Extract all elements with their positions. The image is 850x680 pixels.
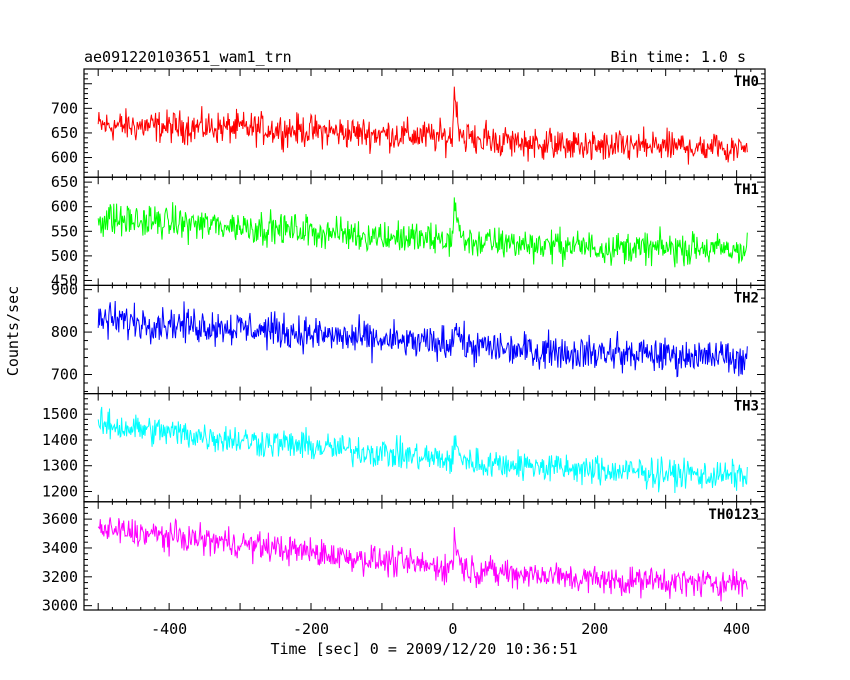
x-axis-label: Time [sec] 0 = 2009/12/20 10:36:51 xyxy=(270,640,577,658)
panel-label-th3: TH3 xyxy=(734,399,759,415)
series-line-th0123 xyxy=(97,517,748,602)
panel-th0123: 3000 3200 3400 3600 TH0123 xyxy=(42,501,766,615)
chart-title: ae091220103651_wam1_trn xyxy=(84,48,292,66)
y-tick-label: 3200 xyxy=(42,568,78,586)
y-tick-label: 3000 xyxy=(42,597,78,615)
series-line-th3 xyxy=(97,406,748,494)
panel-th0: 600 650 700 TH0 xyxy=(51,68,766,178)
panels-group: 600 650 700 TH0 450 500 550 600 650 TH1 700 800 900 T… xyxy=(42,68,766,638)
y-tick-label: 1400 xyxy=(42,431,78,449)
y-tick-label: 450 xyxy=(51,271,78,289)
panel-th2: 700 800 900 TH2 xyxy=(51,281,766,395)
panel-label-th2: TH2 xyxy=(734,290,759,306)
y-tick-label: 550 xyxy=(51,222,78,240)
x-tick-label: 400 xyxy=(723,620,750,638)
series-line-th1 xyxy=(97,197,748,268)
y-tick-label: 500 xyxy=(51,247,78,265)
series-line-th2 xyxy=(97,300,748,378)
panel-frame xyxy=(83,176,766,286)
panel-th3: 1200 1300 1400 1500 TH3 xyxy=(42,393,766,503)
y-tick-label: 800 xyxy=(51,323,78,341)
series-line-th0 xyxy=(97,86,748,165)
y-tick-label: 600 xyxy=(51,149,78,167)
panel-label-th0123: TH0123 xyxy=(708,507,759,523)
panel-frame xyxy=(83,284,766,395)
y-tick-label: 900 xyxy=(51,281,78,299)
panel-label-th1: TH1 xyxy=(734,182,759,198)
panel-label-th0: TH0 xyxy=(734,74,759,90)
y-tick-label: 650 xyxy=(51,173,78,191)
y-tick-label: 3600 xyxy=(42,510,78,528)
x-tick-label: 200 xyxy=(581,620,608,638)
x-tick-label: -400 xyxy=(151,620,187,638)
bin-time-label: Bin time: 1.0 s xyxy=(611,48,746,66)
y-tick-label: 1500 xyxy=(42,405,78,423)
x-tick-label: 0 xyxy=(448,620,457,638)
y-axis-label: Counts/sec xyxy=(4,286,22,376)
y-tick-label: 650 xyxy=(51,124,78,142)
panel-th1: 450 500 550 600 650 TH1 xyxy=(51,173,766,289)
y-tick-label: 600 xyxy=(51,198,78,216)
y-tick-label: 700 xyxy=(51,366,78,384)
y-tick-label: 3400 xyxy=(42,539,78,557)
y-tick-label: 700 xyxy=(51,99,78,117)
y-tick-label: 1300 xyxy=(42,457,78,475)
panel-frame xyxy=(83,393,766,503)
panel-frame xyxy=(83,501,766,611)
x-tick-label: -200 xyxy=(293,620,329,638)
y-tick-label: 1200 xyxy=(42,482,78,500)
